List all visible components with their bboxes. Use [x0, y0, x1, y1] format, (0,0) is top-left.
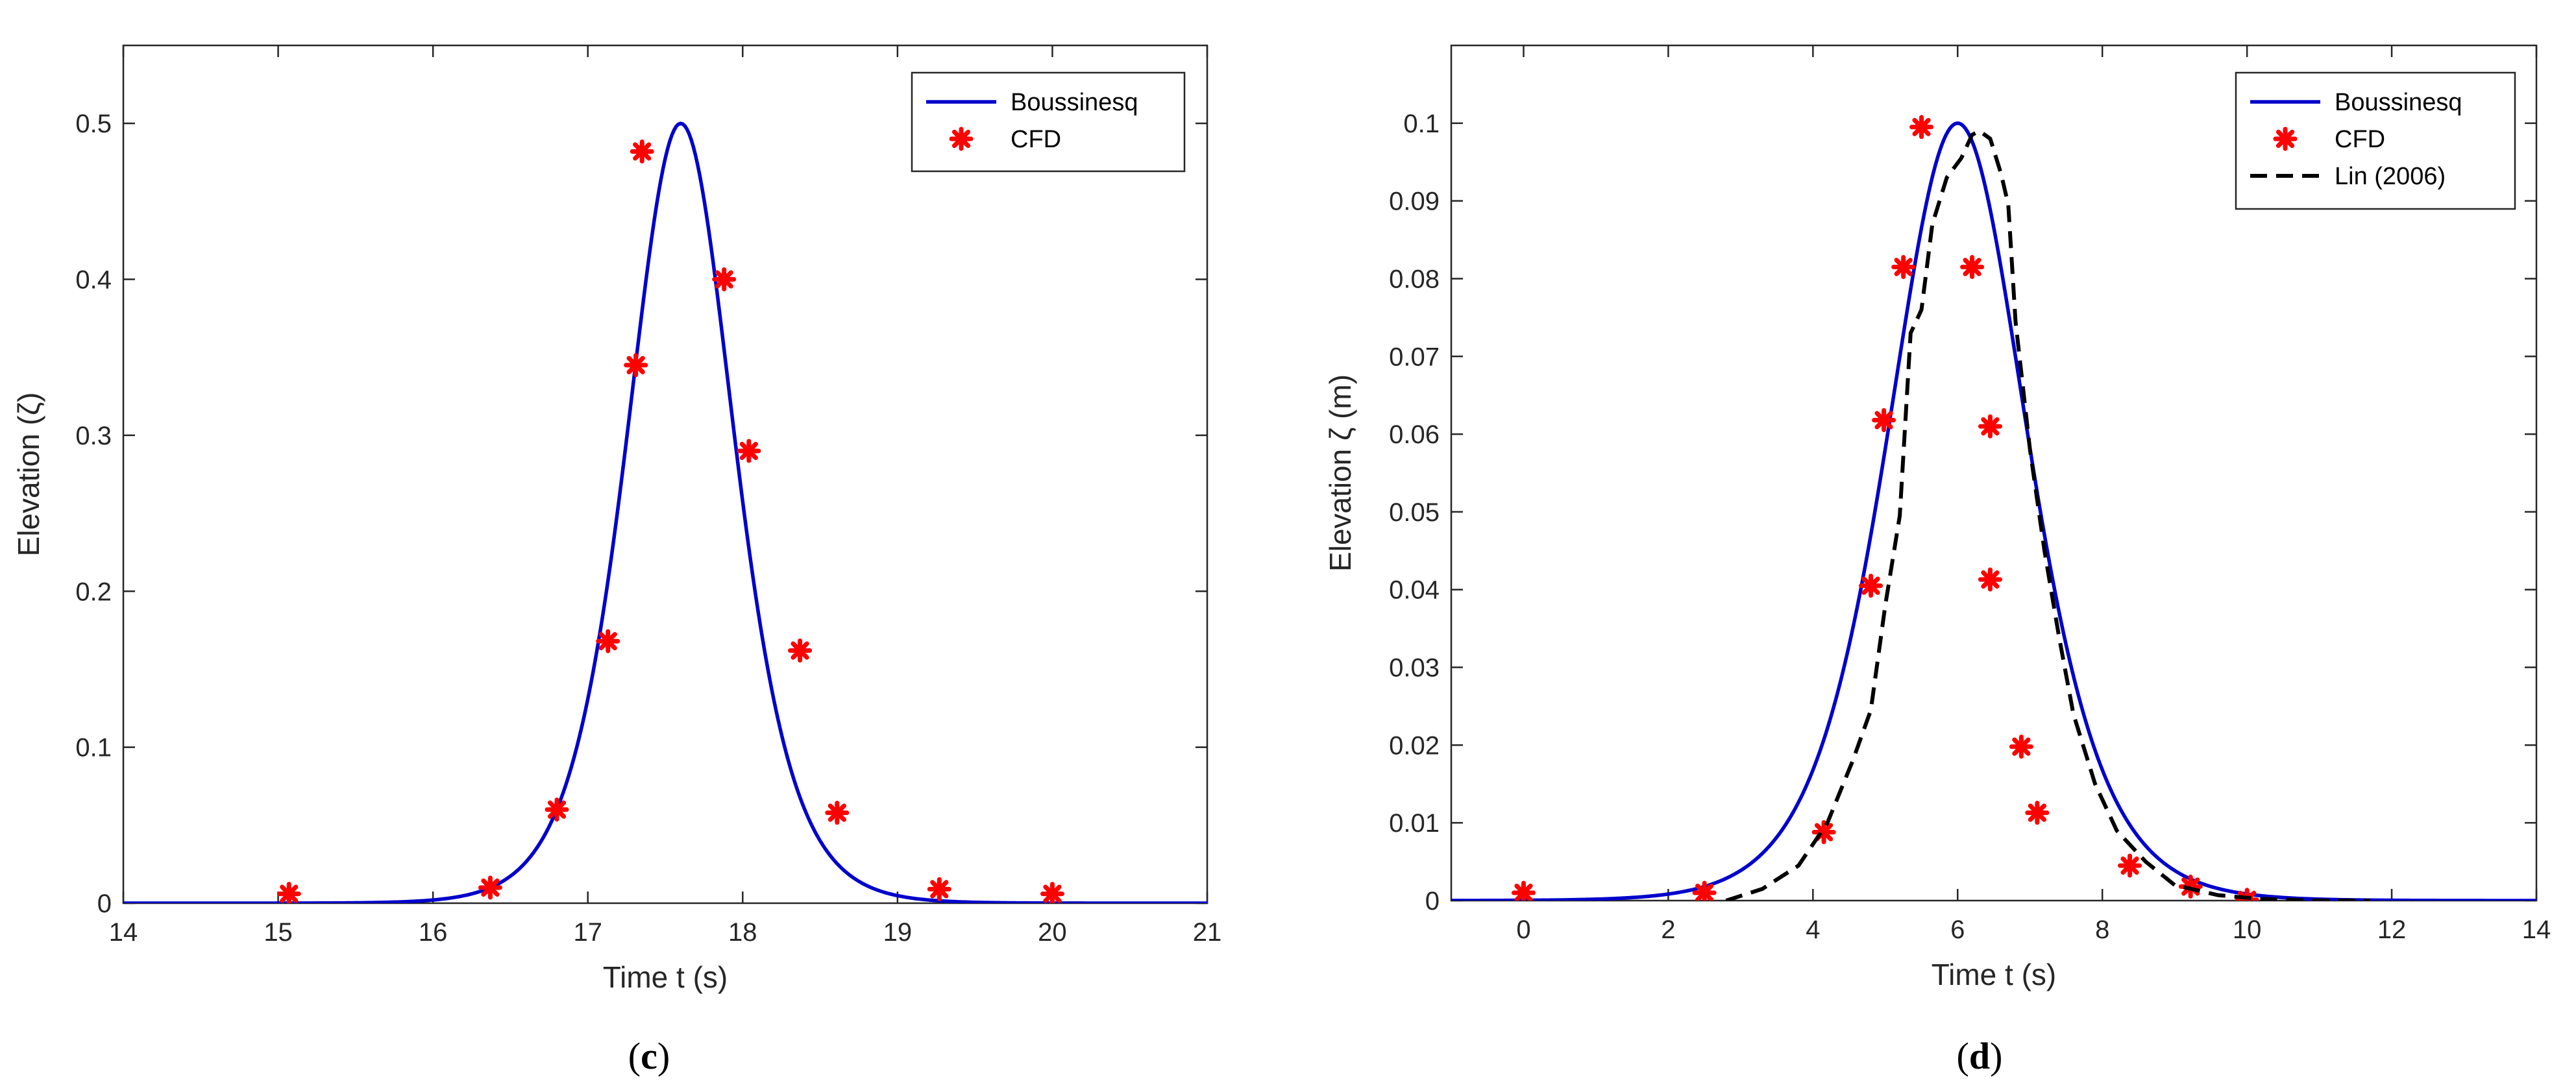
y-tick-label: 0.02	[1389, 731, 1440, 760]
cfd-point	[1872, 408, 1896, 433]
cfd-point	[2009, 734, 2033, 759]
y-tick-label: 0	[97, 890, 112, 918]
y-tick-label: 0.09	[1389, 188, 1440, 216]
legend: Boussinesq CFD Lin (2006)	[2235, 71, 2516, 210]
cfd-point	[737, 439, 761, 463]
legend-label: Boussinesq	[1011, 89, 1138, 116]
x-tick-label: 15	[264, 918, 293, 947]
cfd-point	[1909, 115, 1934, 140]
legend: Boussinesq CFD	[911, 71, 1186, 173]
x-axis-label: Time t (s)	[1932, 958, 2057, 991]
cfd-point	[596, 629, 620, 653]
lin-2006-line	[1725, 128, 2370, 901]
cfd-point	[2235, 888, 2259, 901]
cfd-point	[1891, 254, 1916, 279]
plot-area	[1451, 115, 2536, 901]
axes-box	[1450, 44, 2538, 902]
y-tick-label: 0.08	[1389, 265, 1440, 293]
cfd-point	[1978, 567, 2002, 592]
panel-label: (c)	[628, 1035, 670, 1077]
cfd-point	[788, 638, 813, 663]
y-tick-label: 0.01	[1389, 809, 1440, 838]
cfd-point	[927, 877, 951, 901]
y-tick-label: 0.03	[1389, 654, 1440, 683]
cfd-point	[2025, 801, 2050, 825]
panel-label-letter: d	[1969, 1035, 1990, 1077]
cfd-point	[825, 801, 850, 825]
x-tick-label: 12	[2377, 916, 2407, 944]
x-tick-label: 14	[2522, 916, 2551, 944]
x-tick-label: 8	[2095, 916, 2109, 944]
x-axis-label: Time t (s)	[603, 960, 728, 994]
y-tick-label: 0.07	[1389, 343, 1440, 371]
x-tick-label: 21	[1193, 918, 1222, 947]
y-axis-label: Elevation (ζ)	[12, 393, 45, 557]
legend-label: CFD	[1011, 126, 1061, 153]
panel-label-letter: c	[641, 1035, 657, 1077]
cfd-point	[545, 797, 569, 822]
x-tick-label: 0	[1516, 916, 1530, 944]
x-tick-label: 6	[1950, 916, 1965, 944]
cfd-series	[1511, 115, 2259, 901]
legend-cfd-swatch	[2273, 127, 2298, 151]
x-tick-label: 4	[1806, 916, 1820, 944]
y-tick-label: 0	[1425, 887, 1440, 916]
y-tick-label: 0.06	[1389, 420, 1440, 449]
cfd-point	[1692, 880, 1717, 901]
cfd-point	[712, 267, 737, 292]
x-tick-label: 20	[1038, 918, 1067, 947]
panel-label: (d)	[1957, 1035, 2003, 1077]
cfd-point	[478, 875, 502, 900]
cfd-point	[1511, 880, 1536, 901]
y-tick-label: 0.1	[1403, 110, 1440, 138]
y-tick-label: 0.1	[75, 734, 112, 762]
legend-label: CFD	[2335, 126, 2385, 153]
panel-label-open: (	[1957, 1035, 1969, 1077]
y-tick-label: 0.05	[1389, 498, 1440, 527]
cfd-point	[624, 353, 648, 378]
cfd-series	[276, 139, 1064, 903]
x-tick-label: 18	[728, 918, 757, 947]
boussinesq-line	[1451, 121, 2536, 901]
x-tick-label: 2	[1661, 916, 1675, 944]
cfd-point	[2118, 853, 2142, 878]
panel-label-close: )	[657, 1035, 670, 1077]
cfd-point	[1040, 882, 1064, 903]
cfd-point	[1978, 414, 2002, 439]
chart-panel-d: 0 2 4 6 8 10 12 14 0 0.01 0.02 0.03 0.04 0.05 0.06 0.07…	[1323, 44, 2551, 1077]
panel-label-open: (	[628, 1035, 641, 1077]
y-tick-label: 0.4	[75, 266, 112, 295]
x-tick-label: 19	[883, 918, 913, 947]
legend-label: Lin (2006)	[2335, 163, 2446, 190]
legend-box	[911, 71, 1186, 173]
cfd-point	[630, 139, 654, 164]
panel-label-close: )	[1990, 1035, 2002, 1077]
y-tick-label: 0.5	[75, 110, 112, 138]
x-tick-label: 10	[2233, 916, 2262, 944]
boussinesq-line	[123, 121, 1207, 903]
legend-label: Boussinesq	[2335, 89, 2462, 116]
x-tick-label: 16	[419, 918, 448, 947]
y-tick-label: 0.3	[75, 422, 112, 450]
cfd-point	[276, 882, 301, 903]
y-tick-label: 0.2	[75, 577, 112, 606]
cfd-point	[1960, 254, 1985, 279]
x-tick-label: 14	[109, 918, 138, 947]
y-axis-label: Elevation ζ (m)	[1323, 374, 1357, 572]
x-tick-label: 17	[573, 918, 602, 947]
cfd-point	[1859, 574, 1883, 598]
legend-cfd-swatch	[949, 127, 974, 151]
chart-panel-c: 14 15 16 17 18 19 20 21 0 0.1 0.2 0.3 0.4 0.5 Time t (…	[12, 44, 1222, 1077]
plot-area	[123, 121, 1207, 903]
axes-box	[122, 44, 1208, 904]
y-tick-label: 0.04	[1389, 576, 1440, 605]
